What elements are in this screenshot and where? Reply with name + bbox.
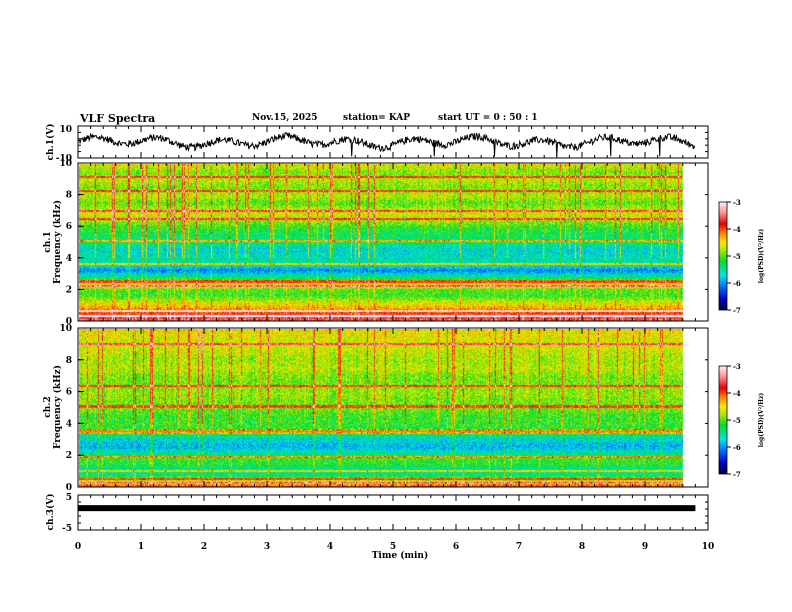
panel-frame-2 xyxy=(77,162,709,322)
colorbar-tick-label: -7 xyxy=(733,306,741,315)
ch2-spectrogram xyxy=(79,329,695,487)
colorbar-tick-label: -3 xyxy=(733,198,741,207)
x-tick-label: 5 xyxy=(390,542,396,552)
colorbar-tick-label: -3 xyxy=(733,362,741,371)
y-tick-label: 5 xyxy=(66,493,72,503)
date-label: Nov.15, 2025 xyxy=(252,113,318,123)
y-tick-label: 10 xyxy=(59,159,72,169)
x-tick-label: 4 xyxy=(327,542,333,552)
y-tick-label: 2 xyxy=(66,451,72,461)
colorbar-frame xyxy=(718,365,728,475)
x-tick-label: 6 xyxy=(453,542,459,552)
ch1-spectrogram-channel-label: ch.1 xyxy=(43,231,53,252)
colorbar-tick-label: -5 xyxy=(733,252,741,261)
ch1-spectrogram-ylabel: Frequency (kHz) xyxy=(52,200,63,284)
colorbar-tick-label: -4 xyxy=(733,225,741,234)
y-tick-label: -10 xyxy=(56,154,72,164)
y-tick-label: 8 xyxy=(66,191,72,201)
x-axis-title: Time (min) xyxy=(372,550,429,561)
y-tick-label: 8 xyxy=(66,356,72,366)
y-tick-label: 0 xyxy=(66,317,72,327)
y-tick-label: 10 xyxy=(59,125,72,135)
x-tick-label: 10 xyxy=(702,542,715,552)
y-tick-label: -5 xyxy=(62,524,72,534)
ch2-spectrogram-ylabel: Frequency (kHz) xyxy=(52,365,63,449)
ch1-spectrogram xyxy=(79,164,695,321)
colorbar-frame xyxy=(718,201,728,311)
ch2-spectrogram-channel-label: ch.2 xyxy=(43,396,53,417)
plot-title: VLF Spectra xyxy=(80,112,156,125)
x-tick-label: 9 xyxy=(642,542,648,552)
y-tick-label: 10 xyxy=(59,324,72,334)
colorbar-tick-label: -6 xyxy=(733,443,741,452)
colorbar-label: log(PSD)(V²/Hz) xyxy=(758,393,765,448)
colorbar-tick-label: -5 xyxy=(733,416,741,425)
ch3-waveform-ylabel: ch.3(V) xyxy=(45,494,56,531)
panel-frame-3 xyxy=(77,327,709,488)
colorbar-label: log(PSD)(V²/Hz) xyxy=(758,229,765,284)
y-tick-label: 6 xyxy=(66,388,72,398)
ch1-colorbar xyxy=(719,202,727,310)
ch2-colorbar xyxy=(719,366,727,474)
ch1-waveform-ylabel: ch.1(V) xyxy=(45,124,56,161)
colorbar-tick-label: -7 xyxy=(733,470,741,479)
ch3-waveform-line xyxy=(78,505,696,512)
y-tick-label: 2 xyxy=(66,285,72,295)
x-tick-label: 2 xyxy=(201,542,207,552)
y-tick-label: 0 xyxy=(66,483,72,493)
colorbar-tick-label: -6 xyxy=(733,279,741,288)
y-tick-label: 6 xyxy=(66,222,72,232)
y-tick-label: 4 xyxy=(66,254,72,264)
x-tick-label: 7 xyxy=(516,542,522,552)
start-time-label: start UT = 0 : 50 : 1 xyxy=(438,113,538,123)
station-label: station= KAP xyxy=(343,113,411,123)
y-tick-label: 4 xyxy=(66,419,72,429)
x-tick-label: 8 xyxy=(579,542,585,552)
x-tick-label: 3 xyxy=(264,542,270,552)
colorbar-tick-label: -4 xyxy=(733,389,741,398)
x-tick-label: 1 xyxy=(138,542,144,552)
x-tick-label: 0 xyxy=(75,542,81,552)
ch1-waveform-line xyxy=(77,131,696,157)
